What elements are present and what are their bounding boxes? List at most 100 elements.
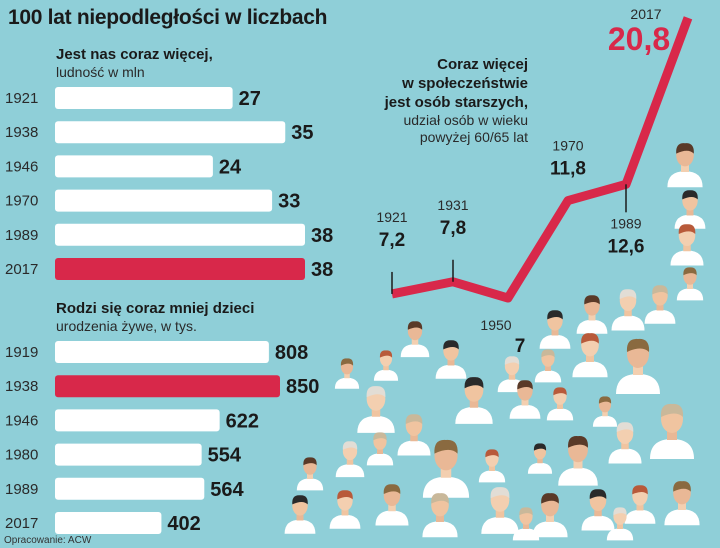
point-value-label: 20,8	[608, 21, 670, 57]
point-value-label: 7	[515, 336, 526, 357]
bar-category-label: 1989	[5, 481, 38, 498]
person-illustration-icon	[509, 380, 541, 419]
bar	[55, 223, 305, 246]
bar-category-label: 2017	[5, 515, 38, 532]
person-illustration-icon	[581, 489, 615, 531]
bar	[55, 341, 269, 363]
bar-category-label: 1970	[5, 193, 38, 210]
bar-category-label: 1919	[5, 344, 38, 361]
bar-value-label: 402	[167, 513, 200, 535]
bar-value-label: 24	[219, 156, 242, 178]
bar	[55, 121, 286, 144]
elderly-title-line-3: jest osób starszych,	[384, 94, 528, 111]
person-illustration-icon	[375, 484, 409, 526]
person-illustration-icon	[534, 349, 562, 383]
person-illustration-icon	[572, 333, 608, 378]
source-note: Opracowanie: ACW	[4, 535, 92, 546]
person-illustration-icon	[455, 377, 493, 424]
bar-value-label: 27	[239, 88, 261, 110]
point-year-label: 1921	[376, 209, 407, 225]
births-bars: 1919 808 1938 850 1946 622 1980 554 1989 564 2017 4…	[5, 341, 319, 535]
bar-value-label: 622	[226, 410, 259, 432]
bar-category-label: 1938	[5, 124, 38, 141]
person-illustration-icon	[532, 493, 568, 538]
person-illustration-icon	[357, 386, 395, 433]
person-illustration-icon	[329, 490, 361, 529]
person-illustration-icon	[676, 267, 704, 301]
crowd-illustration	[284, 143, 706, 541]
bar	[55, 409, 220, 432]
person-illustration-icon	[606, 507, 634, 541]
bar-category-label: 1989	[5, 227, 38, 244]
elderly-title-line-2: w społeczeństwie	[402, 75, 528, 92]
person-illustration-icon	[478, 449, 506, 483]
person-illustration-icon	[539, 310, 571, 349]
bar-value-label: 35	[291, 122, 313, 144]
point-value-label: 11,8	[550, 159, 586, 180]
person-illustration-icon	[650, 403, 694, 459]
elderly-subtitle-line-2: powyżej 60/65 lat	[419, 129, 528, 145]
person-illustration-icon	[670, 224, 704, 266]
person-illustration-icon	[592, 396, 618, 427]
bar-value-label: 554	[208, 445, 242, 467]
bar-category-label: 1946	[5, 158, 38, 175]
person-illustration-icon	[284, 495, 316, 534]
person-illustration-icon	[422, 493, 458, 538]
population-title: Jest nas coraz więcej,	[56, 46, 213, 63]
person-illustration-icon	[664, 481, 700, 526]
bar-category-label: 1938	[5, 378, 38, 395]
elderly-title-line-1: Coraz więcej	[437, 56, 528, 73]
person-illustration-icon	[644, 285, 676, 324]
bar	[55, 375, 280, 398]
births-title: Rodzi się coraz mniej dzieci	[56, 300, 255, 317]
bar	[55, 443, 202, 466]
page-title: 100 lat niepodległości w liczbach	[8, 6, 328, 29]
elderly-title-block: Coraz więcej w społeczeństwie jest osób …	[385, 55, 528, 146]
bar	[55, 477, 205, 500]
person-illustration-icon	[481, 487, 519, 534]
bar	[55, 155, 213, 178]
bar-value-label: 808	[275, 342, 308, 364]
bar-value-label: 850	[286, 376, 319, 398]
point-year-label: 1931	[437, 197, 468, 213]
person-illustration-icon	[422, 439, 470, 498]
bar	[55, 258, 305, 280]
bar	[55, 512, 162, 534]
person-illustration-icon	[435, 340, 467, 379]
person-illustration-icon	[576, 295, 608, 334]
person-illustration-icon	[512, 507, 540, 541]
person-illustration-icon	[611, 289, 645, 331]
bar-category-label: 1980	[5, 447, 38, 464]
bar-value-label: 38	[311, 225, 333, 247]
person-illustration-icon	[674, 190, 706, 229]
point-value-label: 12,6	[608, 236, 645, 257]
person-illustration-icon	[616, 338, 660, 394]
bar-value-label: 38	[311, 259, 333, 281]
bar-value-label: 33	[278, 191, 300, 213]
point-year-label: 1950	[480, 317, 511, 333]
point-year-label: 1970	[552, 138, 583, 154]
bar-value-label: 564	[210, 479, 244, 501]
person-illustration-icon	[608, 422, 642, 464]
person-illustration-icon	[558, 436, 598, 486]
point-value-label: 7,8	[440, 218, 466, 239]
person-illustration-icon	[334, 358, 360, 389]
point-year-label: 2017	[630, 6, 661, 22]
series-line	[391, 16, 693, 303]
person-illustration-icon	[296, 457, 324, 491]
bar-category-label: 1921	[5, 90, 38, 107]
person-illustration-icon	[373, 350, 399, 381]
person-illustration-icon	[397, 414, 431, 456]
bar	[55, 189, 273, 212]
point-year-label: 1989	[610, 215, 641, 231]
bar	[55, 87, 233, 109]
person-illustration-icon	[335, 441, 365, 478]
elderly-subtitle-line-1: udział osób w wieku	[403, 112, 528, 128]
person-illustration-icon	[667, 143, 703, 188]
births-subtitle: urodzenia żywe, w tys.	[56, 318, 197, 334]
person-illustration-icon	[624, 485, 656, 524]
bar-category-label: 1946	[5, 412, 38, 429]
person-illustration-icon	[546, 387, 574, 421]
